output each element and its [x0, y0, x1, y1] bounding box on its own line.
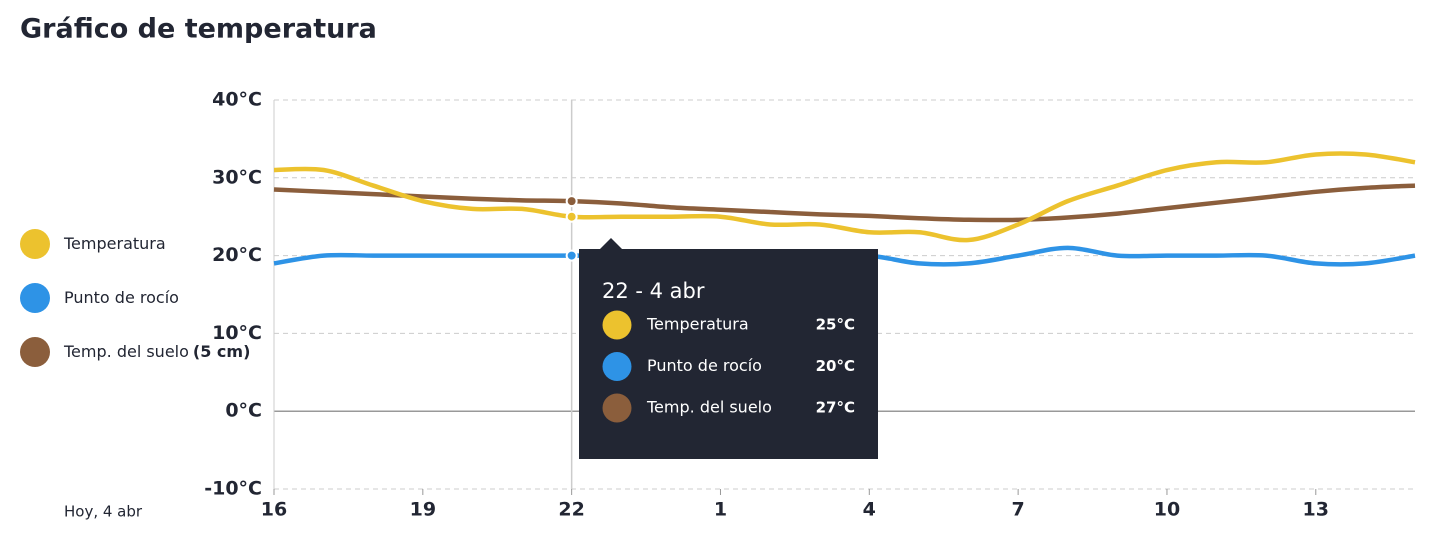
tooltip-title: 22 - 4 abr: [602, 279, 705, 303]
legend-label: Punto de rocío: [64, 288, 179, 307]
x-tick-label: 19: [410, 499, 436, 521]
tooltip-value: 20°C: [816, 357, 855, 375]
legend-swatch: [20, 229, 50, 259]
tooltip: 22 - 4 abr Temperatura 25°C Punto de rocío…: [579, 238, 878, 459]
y-tick-label: 10°C: [212, 322, 262, 344]
tooltip-name: Temp. del suelo: [646, 398, 772, 417]
x-tick-label: 22: [558, 499, 584, 521]
x-tick-label: 10: [1154, 499, 1180, 521]
tooltip-swatch: [602, 393, 632, 423]
tooltip-swatch: [602, 352, 632, 381]
y-tick-label: 0°C: [225, 400, 262, 422]
x-tick-label: 1: [714, 499, 727, 521]
legend-label: Temperatura: [63, 234, 166, 253]
tooltip-name: Punto de rocío: [647, 356, 762, 375]
y-tick-label: 20°C: [212, 244, 262, 266]
x-tick-label: 13: [1303, 499, 1329, 521]
y-tick-label: 40°C: [212, 89, 262, 111]
series-line: [273, 151, 1416, 243]
tooltip-value: 27°C: [816, 399, 855, 417]
legend-swatch: [20, 283, 50, 313]
tooltip-arrow: [600, 238, 622, 249]
y-tick-label: 30°C: [212, 166, 262, 188]
tooltip-swatch: [602, 310, 632, 340]
x-tick-label: 7: [1012, 499, 1025, 521]
lines: [273, 151, 1416, 267]
legend-name: Punto de rocío: [64, 288, 179, 307]
tooltip-value: 25°C: [816, 316, 855, 334]
chart-title: Gráfico de temperatura: [20, 14, 377, 45]
legend-label: Temp. del suelo (5 cm): [63, 342, 250, 361]
tooltip-name: Temperatura: [646, 315, 749, 334]
legend-detail: (5 cm): [193, 342, 250, 361]
series-line: [273, 183, 1416, 223]
x-tick-label: 4: [863, 499, 876, 521]
legend: Temperatura Punto de rocío Temp. del suelo…: [20, 229, 250, 367]
x-tick-label: 16: [261, 499, 287, 521]
hover-dot: [565, 195, 578, 208]
y-tick-label: -10°C: [204, 478, 262, 500]
hover-dot: [565, 249, 578, 262]
hover-dot: [565, 210, 578, 223]
legend-name: Temp. del suelo: [63, 342, 189, 361]
date-label: Hoy, 4 abr: [64, 503, 143, 521]
legend-name: Temperatura: [63, 234, 166, 253]
tooltip-box: [579, 249, 878, 459]
legend-swatch: [20, 337, 50, 367]
